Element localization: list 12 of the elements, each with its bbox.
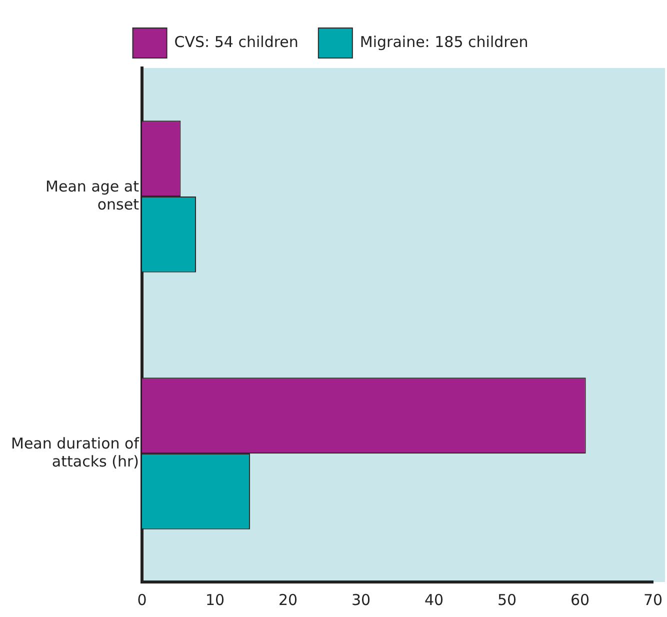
x-tick-label: 0 — [137, 590, 147, 609]
x-tick-label: 50 — [497, 590, 517, 609]
legend-label: CVS: 54 children — [174, 32, 298, 51]
x-tick-label: 20 — [278, 590, 298, 609]
x-tick-label: 30 — [351, 590, 371, 609]
y-tick-label: Mean duration of attacks (hr) — [11, 434, 140, 470]
x-tick-label: 60 — [570, 590, 590, 609]
x-tick-label: 10 — [205, 590, 225, 609]
legend-label: Migraine: 185 children — [360, 32, 528, 51]
x-tick-label: 40 — [424, 590, 444, 609]
x-tick-label: 70 — [643, 590, 663, 609]
y-tick-label: Mean age at onset — [46, 177, 140, 214]
